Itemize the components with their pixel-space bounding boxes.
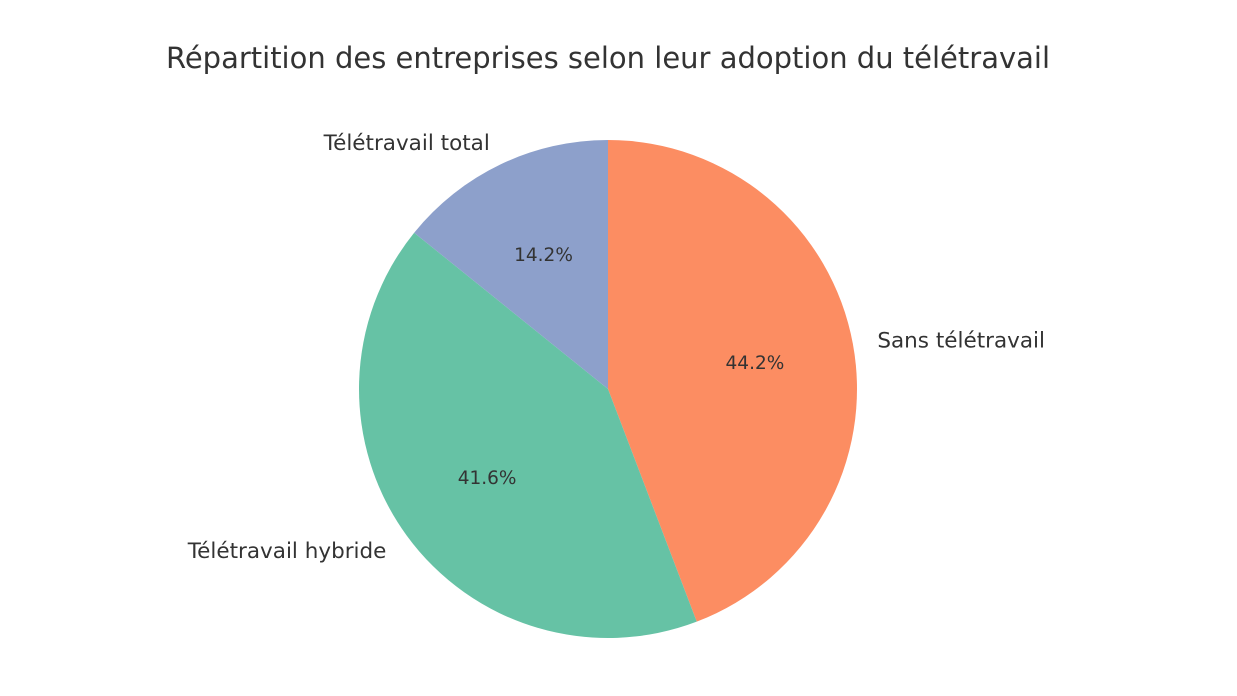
slice-percent-label: 44.2%	[726, 353, 785, 374]
slice-percent-label: 14.2%	[514, 245, 573, 266]
slice-label: Sans télétravail	[877, 328, 1045, 353]
slice-label: Télétravail total	[323, 131, 490, 156]
pie-slice-3	[414, 140, 608, 389]
chart-title: Répartition des entreprises selon leur a…	[166, 41, 1050, 75]
slice-label: Télétravail hybride	[187, 539, 387, 564]
pie-slice-2	[359, 232, 697, 638]
slice-percent-label: 41.6%	[458, 468, 517, 489]
pie-slice-1	[608, 140, 857, 622]
